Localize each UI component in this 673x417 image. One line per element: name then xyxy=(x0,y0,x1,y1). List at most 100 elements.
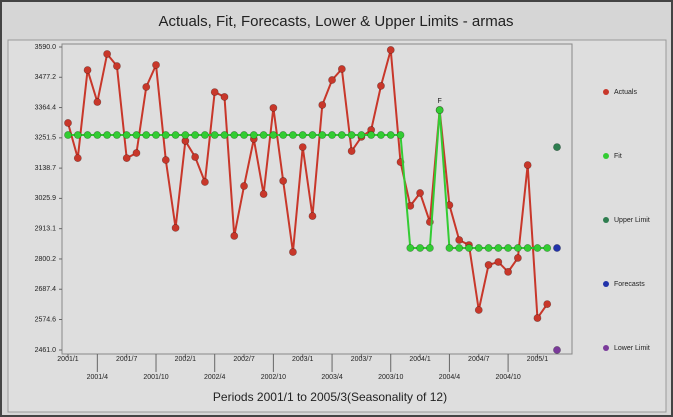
data-point xyxy=(455,244,464,252)
y-tick-label: 3138.7 xyxy=(35,165,57,172)
data-point xyxy=(240,182,248,190)
x-tick-label: 2003/7 xyxy=(351,356,373,363)
axes-box xyxy=(61,43,573,355)
legend-label: Fit xyxy=(614,153,622,160)
data-point xyxy=(249,131,258,139)
data-point xyxy=(465,244,473,252)
data-point xyxy=(513,244,522,252)
x-tick-label: 2005/1 xyxy=(527,356,549,363)
data-point xyxy=(543,300,552,309)
data-point xyxy=(406,244,415,252)
data-point xyxy=(73,154,82,163)
data-point xyxy=(328,131,336,139)
data-point xyxy=(494,244,503,252)
data-point xyxy=(396,131,405,139)
data-point xyxy=(240,131,248,139)
data-point xyxy=(504,268,512,276)
y-tick-label: 2913.1 xyxy=(35,226,57,233)
data-point xyxy=(93,98,102,106)
data-point xyxy=(201,131,209,139)
data-point xyxy=(416,244,424,252)
data-point xyxy=(142,83,151,91)
data-point xyxy=(191,131,200,139)
annotation: F xyxy=(437,98,441,105)
data-point xyxy=(279,177,288,185)
data-point xyxy=(553,346,561,354)
y-tick-label: 2800.2 xyxy=(35,256,57,263)
x-tick-label: 2001/7 xyxy=(116,356,138,363)
data-point xyxy=(132,149,141,157)
data-point xyxy=(113,62,121,70)
data-point xyxy=(523,161,532,169)
y-tick-label: 3364.4 xyxy=(35,104,57,111)
data-point xyxy=(289,248,297,256)
data-point xyxy=(474,244,483,252)
data-point xyxy=(103,50,112,58)
legend-label: Actuals xyxy=(614,89,637,96)
data-point xyxy=(161,131,170,139)
data-point xyxy=(210,88,219,96)
data-point xyxy=(171,223,180,232)
legend-marker xyxy=(603,217,609,223)
legend-marker xyxy=(603,153,609,159)
data-point xyxy=(269,131,278,139)
data-point xyxy=(113,131,121,139)
data-point xyxy=(347,131,356,139)
data-point xyxy=(191,153,200,161)
data-point xyxy=(308,131,317,139)
data-point xyxy=(259,131,268,139)
y-tick-label: 3590.0 xyxy=(35,44,57,51)
legend-marker xyxy=(603,89,609,95)
data-point xyxy=(445,244,454,252)
data-point xyxy=(357,131,366,139)
data-point xyxy=(93,131,102,139)
data-point xyxy=(386,46,395,54)
data-point xyxy=(474,306,483,314)
data-point xyxy=(513,254,522,262)
chart-title: Actuals, Fit, Forecasts, Lower & Upper L… xyxy=(158,13,513,30)
legend-marker xyxy=(603,345,609,351)
data-point xyxy=(64,119,72,127)
data-point xyxy=(220,93,229,101)
x-tick-label: 2004/1 xyxy=(409,356,431,363)
data-point xyxy=(181,131,190,139)
data-point xyxy=(171,131,180,139)
data-point xyxy=(347,147,356,156)
data-point xyxy=(230,232,239,240)
data-point xyxy=(73,131,82,139)
data-point xyxy=(83,66,92,74)
x-tick-label: 2004/7 xyxy=(468,356,490,363)
x-tick-label: 2002/1 xyxy=(175,356,197,363)
x-tick-label: 2003/10 xyxy=(378,374,403,381)
data-point xyxy=(318,131,327,139)
x-tick-label: 2003/4 xyxy=(321,374,343,381)
data-point xyxy=(122,154,131,163)
data-point xyxy=(435,106,444,114)
data-point xyxy=(152,131,160,139)
x-tick-label: 2001/10 xyxy=(143,374,168,381)
data-point xyxy=(533,244,542,252)
data-point xyxy=(377,131,385,139)
y-tick-label: 3251.5 xyxy=(35,135,57,142)
data-point xyxy=(161,156,170,164)
data-point xyxy=(279,131,288,139)
data-point xyxy=(328,76,336,84)
x-axis-label: Periods 2001/1 to 2005/3(Seasonality of … xyxy=(213,390,447,404)
y-tick-label: 3477.2 xyxy=(35,74,57,81)
data-point xyxy=(386,131,395,139)
data-point xyxy=(210,131,219,139)
x-tick-label: 2002/10 xyxy=(261,374,286,381)
data-point xyxy=(230,131,239,139)
data-point xyxy=(298,131,307,139)
data-point xyxy=(455,236,464,244)
x-tick-label: 2003/1 xyxy=(292,356,314,363)
data-point xyxy=(289,131,297,139)
data-point xyxy=(367,131,376,139)
data-point xyxy=(83,131,92,139)
y-tick-label: 3025.9 xyxy=(35,195,57,202)
data-point xyxy=(533,314,542,322)
data-point xyxy=(523,244,532,252)
legend-marker xyxy=(603,281,609,287)
data-point xyxy=(220,131,229,139)
data-point xyxy=(484,244,493,252)
